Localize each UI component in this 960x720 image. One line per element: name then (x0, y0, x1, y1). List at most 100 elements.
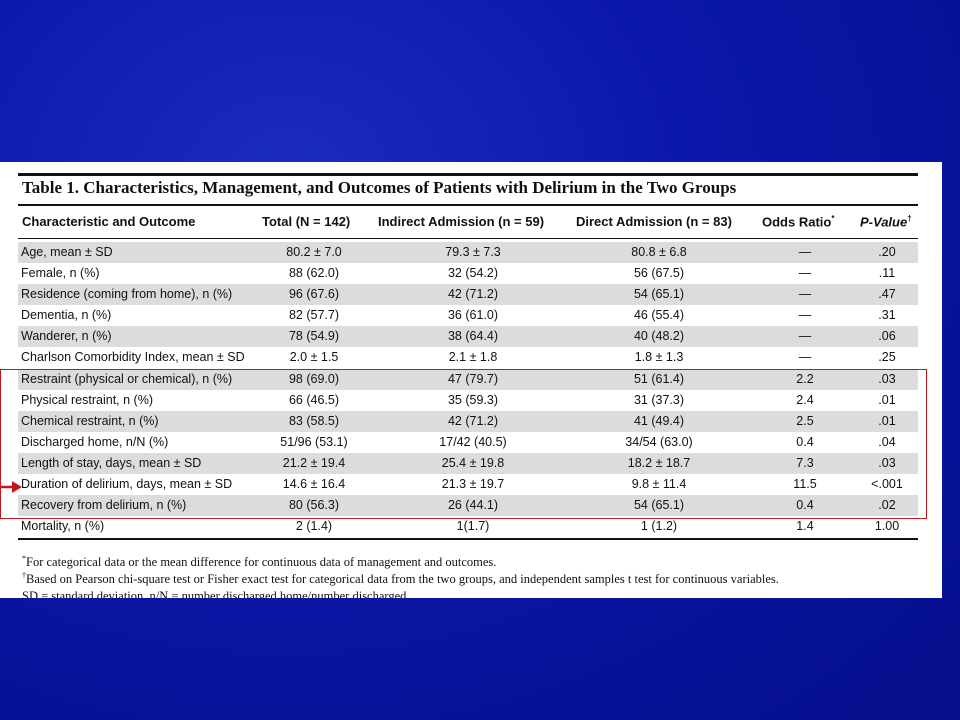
cell-indirect: 1(1.7) (456, 519, 490, 534)
footnote-mark: † (22, 571, 26, 580)
table-row: Dementia, n (%) 82 (57.7) 36 (61.0) 46 (55.… (18, 305, 918, 326)
header-p-value: P-Value† (860, 214, 912, 229)
cell-p-value: .01 (878, 413, 896, 428)
table-row: Recovery from delirium, n (%) 80 (56.3) 26… (18, 495, 918, 517)
top-rule (18, 173, 918, 176)
header-rule (18, 238, 918, 239)
header-indirect: Indirect Admission (n = 59) (378, 214, 545, 229)
cell-total: 78 (54.9) (288, 329, 340, 344)
cell-p-value: .06 (878, 329, 896, 344)
cell-characteristic: Dementia, n (%) (21, 308, 112, 323)
cell-characteristic: Wanderer, n (%) (21, 329, 112, 344)
cell-direct: 41 (49.4) (633, 413, 685, 428)
cell-p-value: <.001 (871, 477, 903, 492)
cell-total: 21.2 ± 19.4 (282, 455, 346, 470)
header-characteristic: Characteristic and Outcome (22, 214, 196, 229)
cell-odds-ratio: 1.4 (796, 519, 814, 534)
cell-direct: 51 (61.4) (633, 371, 685, 386)
cell-odds-ratio: — (798, 245, 812, 259)
cell-p-value: .47 (878, 287, 896, 302)
cell-direct: 34/54 (63.0) (625, 434, 693, 449)
cell-direct: 80.8 ± 6.8 (631, 245, 687, 259)
cell-indirect: 47 (79.7) (447, 371, 499, 386)
cell-indirect: 35 (59.3) (447, 392, 499, 407)
table-row: Chemical restraint, n (%) 83 (58.5) 42 (71… (18, 410, 918, 432)
cell-direct: 54 (65.1) (633, 287, 685, 302)
cell-odds-ratio: — (798, 350, 812, 365)
cell-characteristic: Restraint (physical or chemical), n (%) (21, 371, 233, 386)
cell-total: 14.6 ± 16.4 (282, 477, 346, 492)
cell-indirect: 32 (54.2) (447, 266, 499, 281)
cell-p-value: .01 (878, 392, 896, 407)
table-row: Physical restraint, n (%) 66 (46.5) 35 (59… (18, 390, 918, 411)
cell-total: 83 (58.5) (288, 413, 340, 428)
cell-indirect: 25.4 ± 19.8 (441, 455, 505, 470)
cell-odds-ratio: — (798, 287, 812, 302)
cell-total: 82 (57.7) (288, 308, 340, 323)
cell-indirect: 79.3 ± 7.3 (445, 245, 501, 259)
table-row: Length of stay, days, mean ± SD 21.2 ± 19… (18, 452, 918, 475)
cell-total: 88 (62.0) (288, 266, 340, 281)
cell-total: 2 (1.4) (295, 519, 333, 534)
cell-p-value: .25 (878, 350, 896, 365)
arrow-pointer-icon (0, 481, 22, 493)
cell-direct: 18.2 ± 18.7 (627, 455, 691, 470)
header-p-value-label: P-Value (860, 214, 908, 230)
cell-indirect: 17/42 (40.5) (439, 434, 507, 449)
cell-characteristic: Length of stay, days, mean ± SD (21, 455, 202, 470)
footnote-text: SD = standard deviation, n/N = number di… (22, 589, 410, 598)
footnote-text: For categorical data or the mean differe… (26, 555, 497, 570)
cell-p-value: .31 (878, 308, 896, 323)
table-row: Charlson Comorbidity Index, mean ± SD 2.0… (18, 347, 918, 368)
cell-characteristic: Discharged home, n/N (%) (21, 434, 169, 449)
cell-characteristic: Physical restraint, n (%) (21, 392, 153, 407)
cell-p-value: .20 (878, 245, 896, 259)
table-row: Age, mean ± SD 80.2 ± 7.0 79.3 ± 7.3 80.8 ±… (18, 242, 918, 264)
cell-characteristic: Residence (coming from home), n (%) (21, 287, 233, 302)
cell-indirect: 38 (64.4) (447, 329, 499, 344)
footnote-mark: * (22, 554, 26, 563)
cell-total: 51/96 (53.1) (280, 434, 348, 449)
cell-p-value: .03 (878, 371, 896, 386)
cell-total: 2.0 ± 1.5 (289, 350, 339, 365)
cell-characteristic: Duration of delirium, days, mean ± SD (21, 477, 233, 492)
cell-odds-ratio: 7.3 (796, 455, 814, 470)
cell-odds-ratio: 2.2 (796, 371, 814, 386)
cell-odds-ratio: 2.5 (796, 413, 814, 428)
cell-indirect: 21.3 ± 19.7 (441, 477, 505, 492)
cell-characteristic: Female, n (%) (21, 266, 100, 281)
cell-direct: 40 (48.2) (633, 329, 685, 344)
cell-indirect: 42 (71.2) (447, 413, 499, 428)
footnote-text: Based on Pearson chi-square test or Fish… (26, 572, 779, 587)
title-rule (18, 204, 918, 206)
cell-direct: 56 (67.5) (633, 266, 685, 281)
table-body: Age, mean ± SD 80.2 ± 7.0 79.3 ± 7.3 80.8 ±… (18, 242, 918, 537)
cell-direct: 46 (55.4) (633, 308, 685, 323)
cell-direct: 31 (37.3) (633, 392, 685, 407)
cell-odds-ratio: — (798, 266, 812, 281)
header-direct: Direct Admission (n = 83) (576, 214, 732, 229)
cell-characteristic: Mortality, n (%) (21, 519, 105, 534)
cell-indirect: 42 (71.2) (447, 287, 499, 302)
cell-total: 80 (56.3) (288, 498, 340, 513)
table-row: Discharged home, n/N (%) 51/96 (53.1) 17/4… (18, 432, 918, 453)
cell-indirect: 36 (61.0) (447, 308, 499, 323)
cell-total: 98 (69.0) (288, 371, 340, 386)
cell-direct: 54 (65.1) (633, 498, 685, 513)
cell-direct: 1.8 ± 1.3 (634, 350, 684, 365)
cell-odds-ratio: 0.4 (796, 498, 814, 513)
cell-characteristic: Charlson Comorbidity Index, mean ± SD (21, 350, 245, 365)
cell-total: 96 (67.6) (288, 287, 340, 302)
cell-odds-ratio: 2.4 (796, 392, 814, 407)
cell-odds-ratio: — (798, 308, 812, 323)
header-odds-ratio-label: Odds Ratio (762, 214, 832, 230)
table-row: Duration of delirium, days, mean ± SD 14.… (18, 474, 918, 495)
cell-odds-ratio: 11.5 (793, 477, 817, 492)
cell-direct: 1 (1.2) (640, 519, 678, 534)
header-odds-ratio: Odds Ratio* (762, 214, 834, 229)
header-odds-ratio-mark: * (831, 214, 835, 223)
cell-characteristic: Recovery from delirium, n (%) (21, 498, 187, 513)
cell-total: 80.2 ± 7.0 (286, 245, 342, 259)
table-row: Mortality, n (%) 2 (1.4) 1(1.7) 1 (1.2) 1.4 1… (18, 516, 918, 537)
cell-characteristic: Chemical restraint, n (%) (21, 413, 159, 428)
